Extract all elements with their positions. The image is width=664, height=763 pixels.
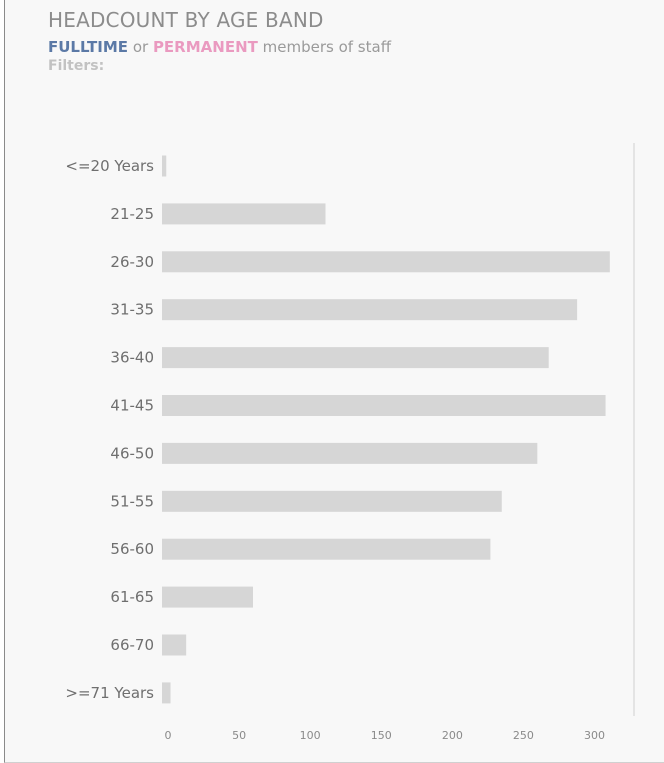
category-label-4: 36-40 (110, 349, 154, 367)
x-tick-label-1: 50 (232, 729, 246, 742)
category-label-5: 41-45 (110, 397, 154, 415)
category-label-0: <=20 Years (65, 157, 154, 175)
bar-9[interactable] (162, 586, 253, 608)
category-label-1: 21-25 (110, 205, 154, 223)
bar-7[interactable] (162, 490, 502, 512)
bar-10[interactable] (162, 634, 187, 656)
category-label-11: >=71 Years (65, 684, 154, 702)
x-tick-label-2: 100 (300, 729, 321, 742)
chart-title: HEADCOUNT BY AGE BAND (48, 8, 324, 32)
x-tick-label-6: 300 (584, 729, 605, 742)
fulltime-label: FULLTIME (48, 38, 129, 56)
bar-1[interactable] (162, 203, 326, 225)
category-label-6: 46-50 (110, 444, 154, 462)
chart-subtitle: FULLTIME or PERMANENT members of staff (48, 38, 391, 56)
x-tick-label-4: 200 (442, 729, 463, 742)
permanent-label: PERMANENT (152, 38, 258, 56)
x-tick-label-3: 150 (371, 729, 392, 742)
subtitle-connector: or (128, 38, 153, 56)
category-label-9: 61-65 (110, 588, 154, 606)
bar-8[interactable] (162, 538, 491, 560)
bar-11[interactable] (162, 682, 171, 704)
bar-0[interactable] (162, 155, 167, 177)
bar-3[interactable] (162, 299, 578, 321)
x-tick-label-5: 250 (513, 729, 534, 742)
chart-panel: HEADCOUNT BY AGE BAND FULLTIME or PERMAN… (4, 0, 664, 763)
filters-label: Filters: (48, 58, 105, 74)
bar-2[interactable] (162, 251, 610, 273)
bar-4[interactable] (162, 347, 549, 369)
bar-6[interactable] (162, 442, 538, 464)
category-label-2: 26-30 (110, 253, 154, 271)
subtitle-suffix: members of staff (257, 38, 392, 56)
category-label-8: 56-60 (110, 540, 154, 558)
category-label-3: 31-35 (110, 301, 154, 319)
bar-5[interactable] (162, 395, 606, 416)
x-tick-label-0: 0 (165, 729, 172, 742)
category-label-7: 51-55 (110, 492, 154, 510)
category-label-10: 66-70 (110, 636, 154, 654)
